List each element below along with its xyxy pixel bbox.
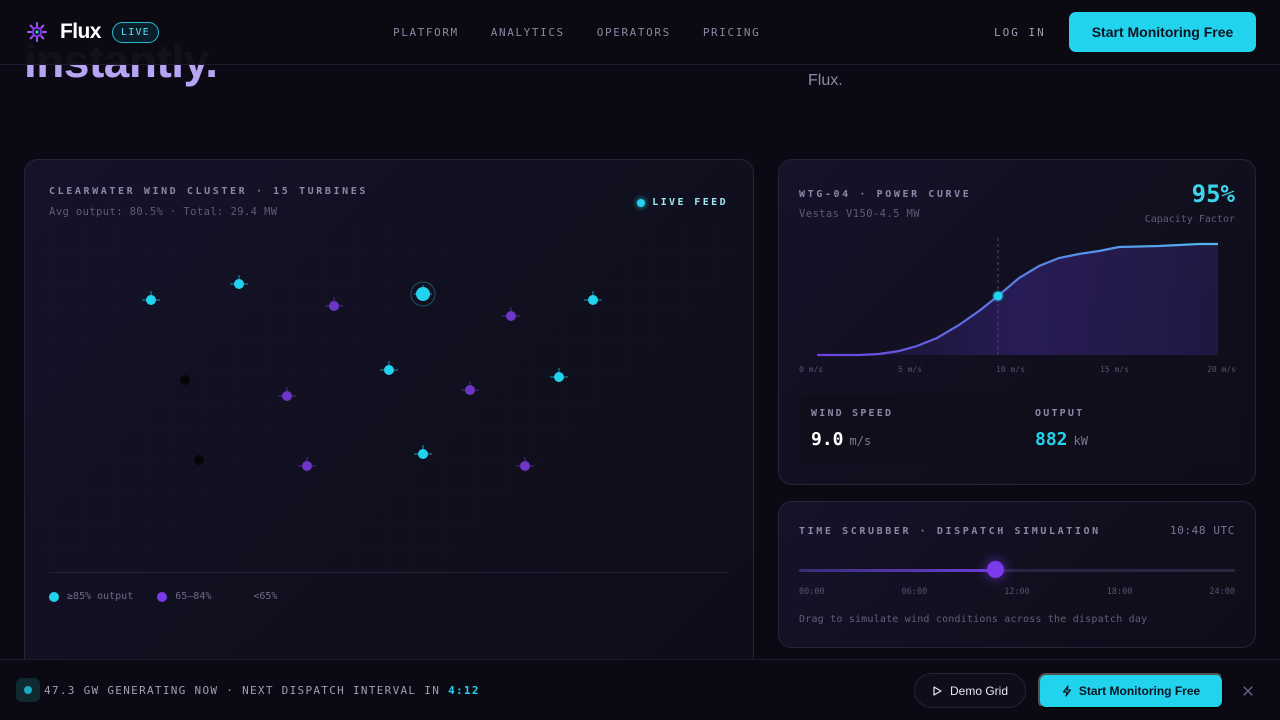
power-curve-panel: WTG-04 · POWER CURVE Vestas V150-4.5 MW …: [778, 159, 1256, 485]
output-unit: kW: [1073, 434, 1088, 448]
scrubber-tick: 12:00: [1004, 587, 1030, 597]
nav-analytics[interactable]: ANALYTICS: [490, 26, 565, 39]
scrubber-track[interactable]: [799, 569, 1235, 572]
power-curve-title: WTG-04 · POWER CURVE: [799, 189, 972, 200]
x-tick-0: 0 m/s: [799, 365, 823, 374]
hero-subtitle: Flux.: [808, 72, 843, 89]
turbine-marker[interactable]: [278, 387, 296, 401]
x-tick-4: 20 m/s: [1207, 365, 1236, 374]
turbine-marker[interactable]: [142, 291, 160, 305]
live-dot-icon: [637, 198, 646, 207]
power-curve-chart: 0 m/s 5 m/s 10 m/s 15 m/s 20 m/s: [799, 238, 1236, 374]
output-value: 882: [1035, 429, 1068, 450]
legend-swatch-cyan: [49, 591, 59, 602]
top-navbar: Flux LIVE PLATFORM ANALYTICS OPERATORS P…: [0, 0, 1280, 65]
play-icon: [933, 685, 942, 696]
wind-speed-unit: m/s: [849, 434, 872, 448]
turbine-marker[interactable]: [410, 281, 436, 307]
divider: [49, 572, 729, 573]
turbine-marker[interactable]: [230, 275, 248, 289]
power-curve-line: [817, 242, 1218, 357]
demo-grid-label: Demo Grid: [949, 683, 1008, 698]
turbine-map: [45, 230, 735, 570]
x-tick-1: 5 m/s: [898, 365, 922, 374]
flux-logo-icon[interactable]: [26, 21, 48, 43]
start-monitoring-bottom-label: Start Monitoring Free: [1078, 684, 1201, 698]
capacity-factor-label: Capacity Factor: [1144, 214, 1235, 225]
legend-swatch-violet: [157, 591, 168, 602]
turbine-marker[interactable]: [584, 291, 602, 305]
turbine-model: Vestas V150-4.5 MW: [799, 208, 920, 220]
wind-cluster-panel: CLEARWATER WIND CLUSTER · 15 TURBINES Av…: [24, 159, 754, 679]
live-feed-label: LIVE FEED: [652, 197, 728, 208]
map-legend: ≥85% output 65–84% <65%: [49, 591, 277, 602]
scrubber-track-fill: [799, 569, 996, 572]
nav-platform[interactable]: PLATFORM: [393, 26, 459, 39]
sticky-bottom-bar: 47.3 GW GENERATING NOW · NEXT DISPATCH I…: [0, 659, 1280, 720]
close-icon[interactable]: [1240, 683, 1256, 699]
turbine-marker[interactable]: [380, 361, 398, 375]
login-link[interactable]: LOG IN: [994, 26, 1046, 39]
time-scrubber-panel: TIME SCRUBBER · DISPATCH SIMULATION 10:4…: [778, 501, 1256, 648]
wind-speed-card: WIND SPEED 9.0 m/s: [799, 394, 1011, 464]
scrubber-tick: 00:00: [799, 587, 825, 597]
turbine-marker[interactable]: [414, 445, 432, 459]
turbine-marker[interactable]: [298, 457, 316, 471]
turbine-marker[interactable]: [325, 297, 343, 311]
demo-grid-button[interactable]: Demo Grid: [914, 673, 1026, 708]
legend-label: <65%: [253, 591, 278, 602]
operating-point-dot: [993, 291, 1003, 301]
legend-label: ≥85% output: [67, 591, 134, 602]
brand-name[interactable]: Flux: [60, 20, 101, 43]
cluster-subtitle: Avg output: 80.5% · Total: 29.4 MW: [49, 206, 278, 218]
scrubber-time: 10:48 UTC: [1169, 524, 1235, 537]
generation-status: 47.3 GW GENERATING NOW · NEXT DISPATCH I…: [44, 684, 480, 697]
x-tick-3: 15 m/s: [1100, 365, 1129, 374]
wind-speed-readout: 9.0 m/s: [811, 429, 871, 450]
legend-swatch-dark: [235, 592, 245, 602]
wind-speed-label: WIND SPEED: [811, 408, 894, 419]
scrubber-tick: 18:00: [1106, 587, 1133, 597]
turbine-marker[interactable]: [516, 457, 534, 471]
live-badge: LIVE: [112, 22, 159, 43]
live-status-icon: [16, 678, 40, 702]
live-feed-indicator: LIVE FEED: [637, 197, 728, 208]
scrubber-tick: 24:00: [1209, 587, 1235, 597]
output-label: OUTPUT: [1035, 408, 1085, 419]
power-curve-area: [817, 244, 1218, 355]
legend-item-mid: 65–84%: [157, 591, 211, 602]
x-tick-2: 10 m/s: [996, 365, 1025, 374]
generation-status-text: 47.3 GW GENERATING NOW · NEXT DISPATCH I…: [44, 684, 441, 697]
legend-item-high: ≥85% output: [49, 591, 133, 602]
nav-operators[interactable]: OPERATORS: [596, 26, 671, 39]
turbine-marker[interactable]: [461, 381, 479, 395]
scrubber-title: TIME SCRUBBER · DISPATCH SIMULATION: [799, 526, 1101, 537]
legend-item-low: <65%: [235, 591, 277, 602]
start-monitoring-button[interactable]: Start Monitoring Free: [1069, 12, 1256, 52]
output-readout: 882 kW: [1035, 429, 1088, 450]
turbine-marker[interactable]: [194, 455, 204, 465]
turbine-marker[interactable]: [180, 375, 190, 385]
turbine-marker[interactable]: [550, 368, 568, 382]
dispatch-countdown: 4:12: [448, 684, 480, 697]
capacity-factor-value: 95%: [1191, 180, 1235, 208]
nav-pricing[interactable]: PRICING: [702, 26, 761, 39]
scrubber-ticks: 00:00 06:00 12:00 18:00 24:00: [799, 587, 1235, 597]
output-card: OUTPUT 882 kW: [1023, 394, 1235, 464]
turbine-marker[interactable]: [502, 307, 520, 321]
lightning-icon: [1062, 685, 1071, 697]
scrubber-handle[interactable]: [987, 561, 1005, 578]
main-nav: PLATFORM ANALYTICS OPERATORS PRICING: [393, 26, 760, 39]
legend-label: 65–84%: [175, 591, 212, 602]
scrubber-tick: 06:00: [901, 587, 928, 597]
scrubber-hint: Drag to simulate wind conditions across …: [799, 614, 1148, 625]
cluster-title: CLEARWATER WIND CLUSTER · 15 TURBINES: [49, 186, 368, 197]
wind-speed-value: 9.0: [811, 429, 844, 450]
start-monitoring-bottom-button[interactable]: Start Monitoring Free: [1038, 673, 1224, 709]
